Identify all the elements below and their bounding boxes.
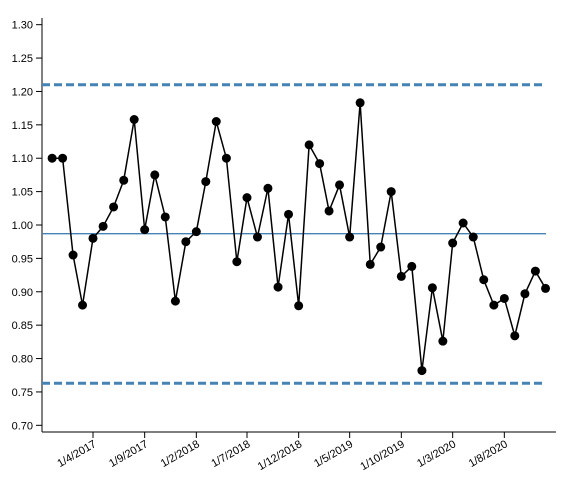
point	[355, 98, 365, 108]
point	[417, 366, 427, 376]
x-tick-label: 1/8/2020	[467, 438, 510, 470]
x-tick-label: 1/3/2020	[415, 438, 458, 470]
x-tick-label: 1/7/2018	[209, 438, 252, 470]
point	[489, 300, 499, 310]
point	[211, 117, 221, 126]
point	[335, 180, 345, 190]
point	[191, 227, 201, 237]
point	[263, 183, 273, 193]
y-tick-label: 0.75	[12, 387, 33, 399]
point	[109, 202, 119, 212]
point	[365, 259, 375, 269]
point	[510, 331, 520, 341]
point	[252, 232, 262, 242]
point	[160, 212, 170, 222]
x-tick-label: 1/10/2019	[358, 438, 406, 473]
point	[304, 140, 314, 150]
point	[181, 237, 191, 247]
point	[468, 232, 478, 242]
x-tick-label: 1/9/2017	[107, 438, 150, 470]
point	[479, 275, 489, 285]
point	[273, 282, 283, 292]
point	[345, 232, 355, 242]
y-tick-label: 0.95	[12, 253, 33, 265]
y-tick-label: 1.10	[12, 153, 33, 165]
point	[294, 301, 304, 311]
x-tick-label: 1/2/2018	[159, 438, 202, 470]
point	[140, 225, 150, 235]
point	[458, 218, 468, 228]
y-tick-label: 1.15	[12, 120, 33, 132]
y-tick-label: 0.90	[12, 287, 33, 299]
point	[448, 238, 458, 248]
point	[88, 233, 98, 243]
point	[201, 177, 211, 187]
point	[284, 209, 294, 219]
point	[129, 114, 139, 124]
point	[541, 283, 551, 293]
point	[427, 283, 437, 293]
x-tick-label: 1/12/2018	[256, 438, 304, 473]
point	[438, 336, 448, 346]
point	[396, 271, 406, 281]
x-tick-label: 1/5/2019	[312, 438, 355, 470]
point	[242, 193, 252, 203]
y-tick-label: 0.70	[12, 420, 33, 432]
point	[324, 206, 334, 216]
y-tick-label: 1.25	[12, 53, 33, 65]
point	[68, 250, 78, 260]
point	[78, 300, 88, 310]
y-tick-label: 1.00	[12, 220, 33, 232]
point	[150, 170, 160, 180]
point	[376, 242, 386, 252]
point	[221, 153, 231, 163]
y-tick-label: 0.85	[12, 320, 33, 332]
point	[407, 261, 417, 271]
point	[98, 221, 108, 231]
x-tick-label: 1/4/2017	[55, 438, 98, 470]
y-tick-label: 1.30	[12, 20, 33, 32]
point	[520, 289, 530, 299]
point	[119, 175, 129, 185]
y-tick-label: 1.20	[12, 86, 33, 98]
point	[386, 187, 396, 197]
point	[499, 293, 509, 303]
point	[170, 296, 180, 306]
point	[58, 153, 68, 163]
y-tick-label: 0.80	[12, 354, 33, 366]
point	[530, 266, 540, 276]
point	[47, 153, 57, 163]
point	[232, 257, 242, 267]
y-tick-label: 1.05	[12, 187, 33, 199]
point	[315, 159, 325, 169]
